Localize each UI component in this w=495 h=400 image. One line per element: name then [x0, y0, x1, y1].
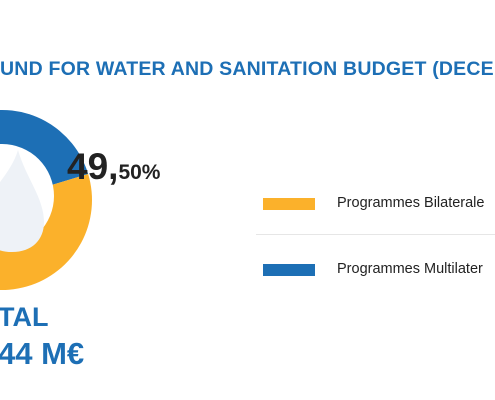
water-drop-icon — [0, 150, 44, 252]
legend-label-multilateral: Programmes Multilater — [337, 261, 483, 277]
chart-title: UND FOR WATER AND SANITATION BUDGET (DEC… — [0, 58, 494, 80]
total-amount: 44 M€ — [0, 336, 85, 371]
percent-fraction: 50% — [118, 161, 161, 184]
legend-swatch-bilateral — [263, 198, 315, 210]
total-label: TAL — [0, 302, 49, 332]
percent-whole: 49, — [67, 146, 119, 187]
legend-divider — [256, 234, 495, 235]
legend-label-bilateral: Programmes Bilaterale — [337, 195, 485, 211]
legend-swatch-multilateral — [263, 264, 315, 276]
multilateral-percent-label: 49,50% — [67, 146, 160, 188]
